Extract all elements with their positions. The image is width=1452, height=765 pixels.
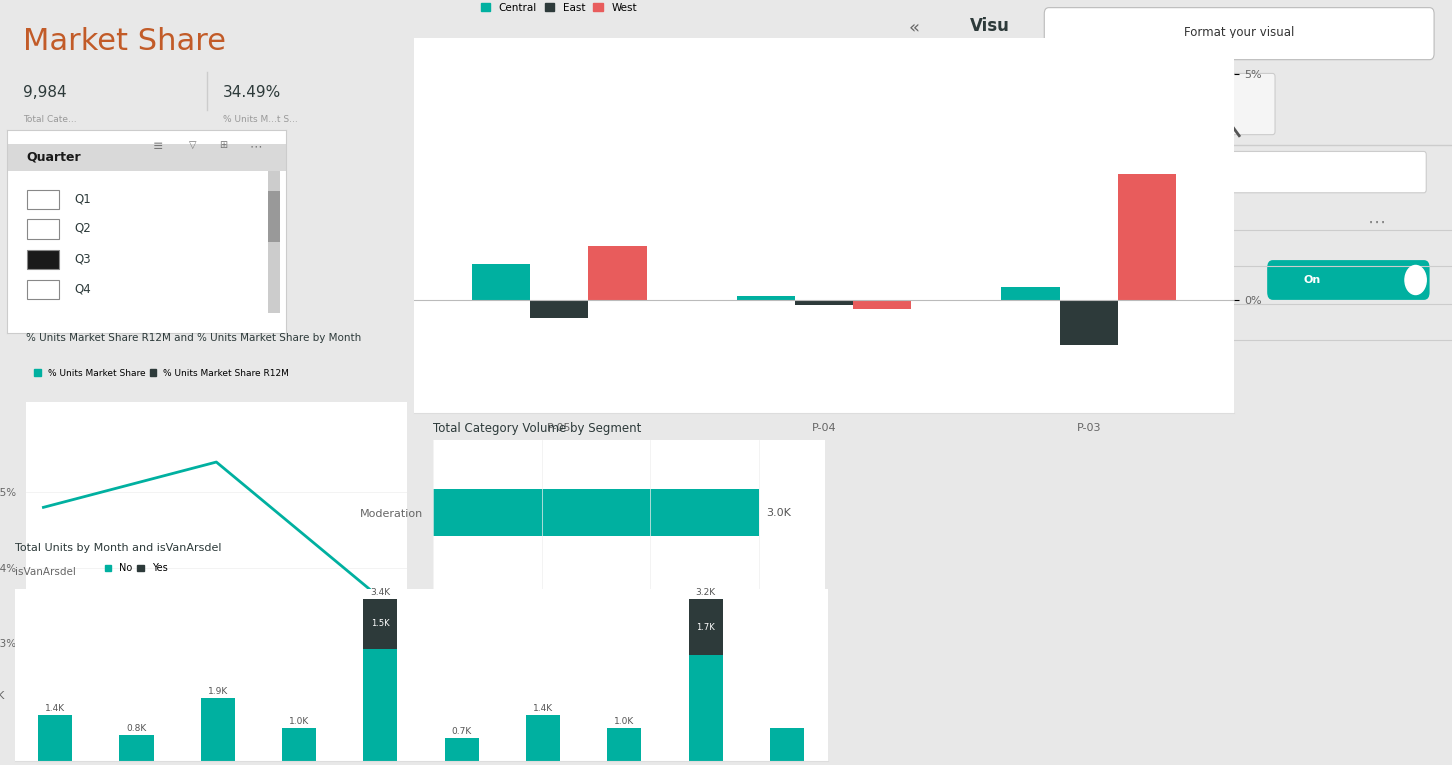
Bar (269, 191, 280, 242)
Legend: No, Yes: No, Yes (100, 559, 171, 578)
Bar (770, 728, 804, 761)
FancyBboxPatch shape (912, 73, 1018, 135)
Bar (269, 171, 280, 313)
Text: Values: Values (960, 320, 1005, 334)
Bar (433, 489, 759, 536)
Bar (200, 698, 235, 761)
Bar (530, 300, 588, 318)
Bar (472, 264, 530, 300)
Text: »: » (1395, 19, 1407, 37)
Text: Q2: Q2 (74, 222, 91, 235)
Text: Q3: Q3 (74, 252, 91, 265)
Text: Format your visual: Format your visual (1183, 27, 1294, 39)
Text: 1.4K: 1.4K (45, 704, 65, 713)
Text: 1.4K: 1.4K (533, 704, 553, 713)
Legend: Central, East, West: Central, East, West (476, 0, 640, 17)
Text: isVanArsdel: isVanArsdel (15, 568, 76, 578)
Bar (282, 728, 317, 761)
FancyBboxPatch shape (1035, 70, 1151, 138)
Bar (688, 656, 723, 761)
Text: Visual: Visual (925, 213, 973, 226)
FancyBboxPatch shape (1268, 260, 1430, 300)
Text: 1.7K: 1.7K (697, 623, 714, 632)
FancyBboxPatch shape (906, 151, 1426, 193)
Text: Total Units by Month and isVanArsdel: Total Units by Month and isVanArsdel (15, 543, 221, 553)
Text: % Units Market Share R12M and % Units Market Share by Month: % Units Market Share R12M and % Units Ma… (26, 333, 362, 343)
Text: Slicer settings: Slicer settings (960, 246, 1057, 260)
Bar (854, 300, 912, 309)
Text: ›: › (915, 320, 922, 339)
Bar (588, 246, 646, 300)
Bar (433, 601, 629, 649)
Text: ✏: ✏ (1085, 94, 1102, 114)
Text: ›: › (915, 246, 922, 265)
Bar (526, 715, 560, 761)
Text: ≡: ≡ (152, 140, 163, 153)
Bar (26, 190, 60, 209)
Text: Filters: Filters (871, 366, 881, 399)
Text: «: « (909, 19, 919, 37)
Bar (26, 280, 60, 299)
Text: Format visual: Format visual (921, 70, 1009, 83)
Bar (119, 734, 154, 761)
Text: 1.8K: 1.8K (636, 620, 661, 630)
FancyBboxPatch shape (1170, 73, 1275, 135)
Text: 3.4K: 3.4K (370, 588, 391, 597)
Bar (1002, 287, 1060, 300)
Text: 0.7K: 0.7K (452, 727, 472, 736)
Bar (38, 715, 73, 761)
Text: Q4: Q4 (74, 283, 91, 296)
Bar (7, 145, 286, 171)
Text: Q1: Q1 (74, 193, 91, 206)
Text: 1.5K: 1.5K (372, 620, 389, 628)
Text: ⋯: ⋯ (250, 140, 263, 153)
Bar (444, 738, 479, 761)
Bar (1118, 174, 1176, 300)
Text: 3.2K: 3.2K (696, 588, 716, 597)
Text: 1.0K: 1.0K (289, 717, 309, 726)
Text: Slicer header: Slicer header (960, 282, 1051, 295)
Bar (607, 728, 642, 761)
Text: 3.0K: 3.0K (767, 508, 791, 518)
Text: Total Category Volume by Segment: Total Category Volume by Segment (433, 422, 642, 435)
Bar (363, 599, 398, 649)
Bar (688, 599, 723, 656)
Text: 1.9K: 1.9K (208, 687, 228, 696)
Text: 0.8K: 0.8K (126, 724, 147, 733)
Text: General: General (1060, 213, 1115, 226)
Bar (736, 296, 794, 300)
Text: 34.49%: 34.49% (224, 85, 282, 99)
Text: ▽: ▽ (189, 140, 196, 150)
Text: Market Share: Market Share (23, 27, 227, 56)
Text: % Units M...t S...: % Units M...t S... (224, 115, 298, 124)
Text: On: On (1304, 275, 1321, 285)
Text: 1.0K: 1.0K (614, 717, 635, 726)
Text: Total Cate...: Total Cate... (23, 115, 77, 124)
Text: 9,984: 9,984 (23, 85, 67, 99)
Text: Search: Search (993, 166, 1038, 178)
FancyBboxPatch shape (1044, 8, 1435, 60)
Text: ⋯: ⋯ (1368, 214, 1387, 233)
Bar (26, 249, 60, 269)
Text: ›: › (915, 282, 922, 301)
Bar (26, 220, 60, 239)
Bar (363, 649, 398, 761)
Text: ⊞: ⊞ (219, 140, 228, 150)
Circle shape (1406, 265, 1426, 295)
Bar (794, 300, 854, 304)
Bar (1060, 300, 1118, 345)
Legend: % Units Market Share, % Units Market Share R12M: % Units Market Share, % Units Market Sha… (30, 365, 293, 381)
Text: Quarter: Quarter (26, 151, 81, 164)
Text: Visu: Visu (970, 17, 1011, 35)
